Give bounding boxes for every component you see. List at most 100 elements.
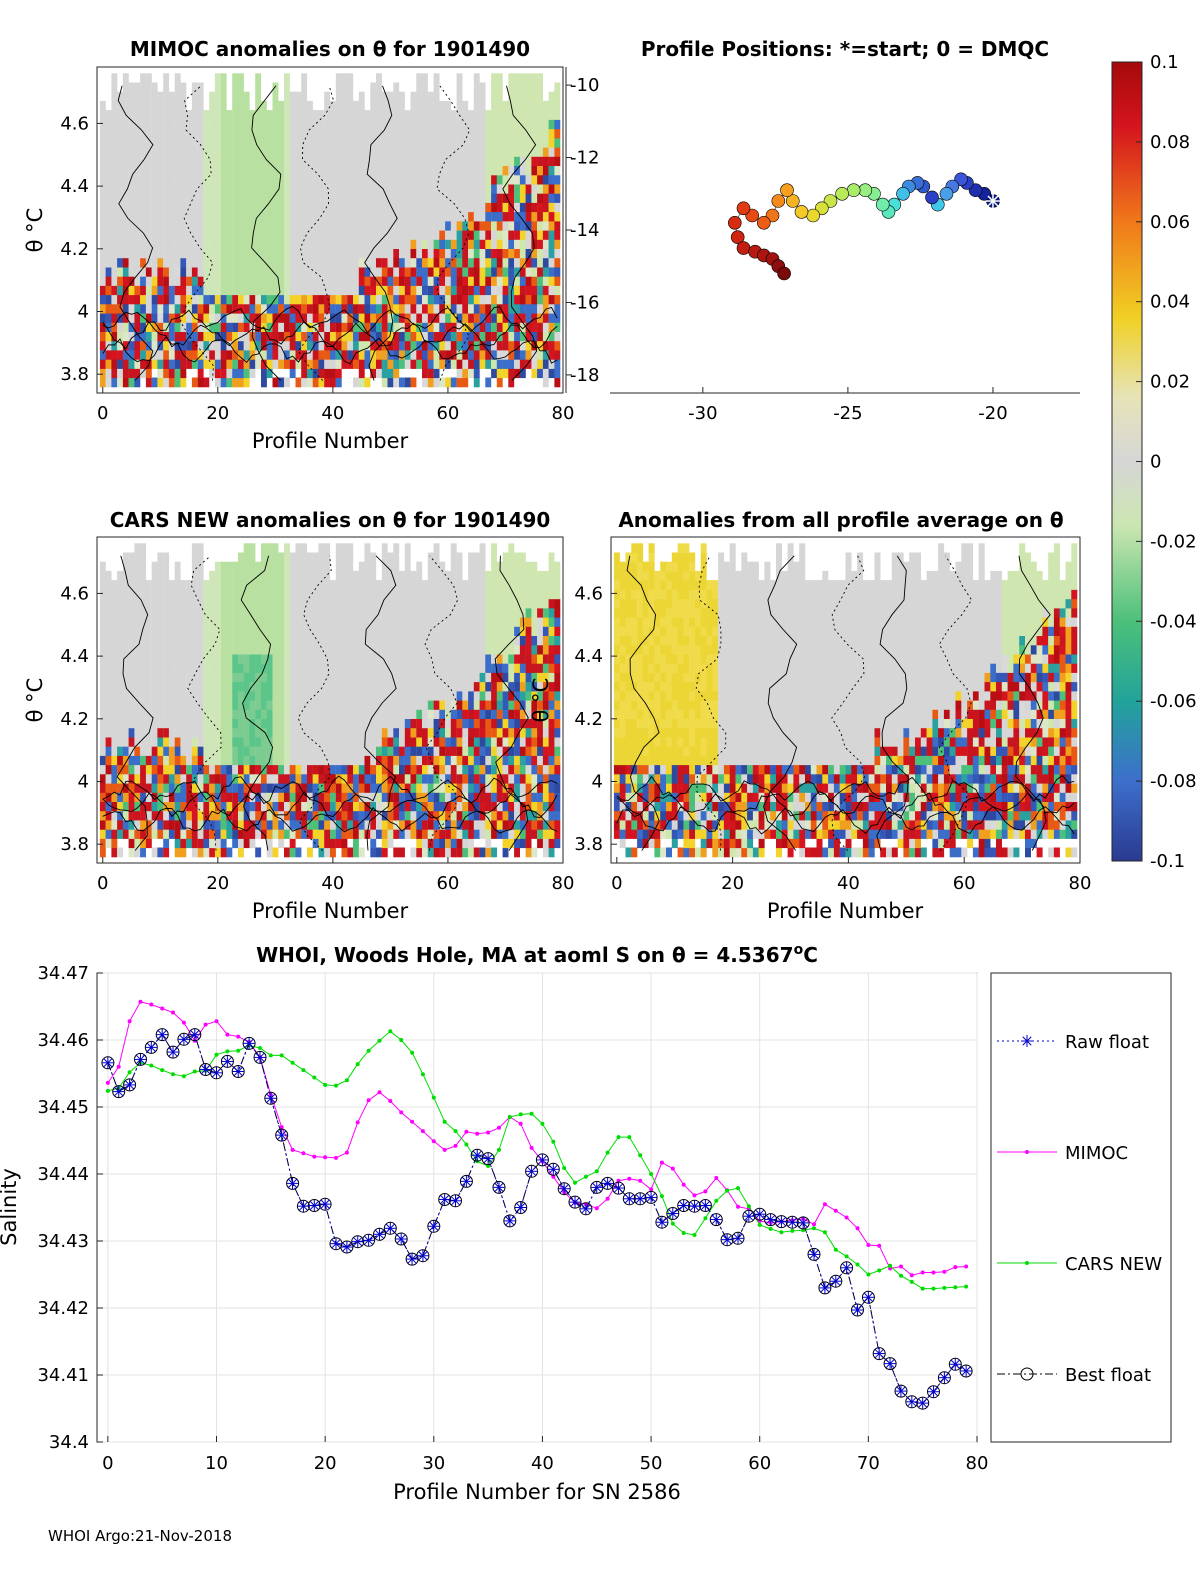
heatmap-cell (318, 340, 325, 351)
heatmap-cell (295, 331, 302, 342)
heatmap-cell (295, 626, 302, 636)
heatmap-cell (479, 349, 486, 360)
heatmap-cell (485, 580, 492, 590)
heatmap-cell (99, 128, 106, 139)
heatmap-cell (307, 644, 313, 655)
heatmap-cell (537, 276, 543, 286)
heatmap-cell (220, 359, 227, 369)
heatmap-cell (416, 239, 423, 249)
heatmap-cell (191, 644, 198, 655)
heatmap-cell (117, 653, 123, 664)
heatmap-cell (422, 100, 428, 111)
heatmap-cell (531, 220, 538, 231)
heatmap-cell (358, 165, 365, 176)
heatmap-cell (307, 165, 313, 176)
heatmap-cell (318, 368, 325, 379)
heatmap-cell (122, 580, 129, 590)
heatmap-cell (473, 276, 480, 286)
heatmap-cell (249, 764, 256, 775)
heatmap-cell (289, 783, 296, 793)
heatmap-cell (261, 294, 267, 305)
heatmap-cell (255, 819, 262, 830)
heatmap-cell (266, 801, 273, 812)
heatmap-cell (203, 156, 210, 166)
heatmap-cell (548, 211, 555, 222)
mimoc-contours (102, 85, 558, 381)
heatmap-cell (358, 570, 365, 581)
heatmap-cell (318, 764, 325, 775)
heatmap-cell (238, 248, 244, 259)
heatmap-cell (370, 607, 377, 618)
heatmap-cell (462, 137, 469, 148)
heatmap-cell (209, 663, 216, 673)
heatmap-cell (278, 285, 285, 296)
heatmap-cell (289, 110, 296, 120)
heatmap-cell (145, 736, 152, 747)
heatmap-cell (111, 128, 118, 139)
heatmap-cell (410, 663, 417, 673)
heatmap-cell (278, 672, 285, 683)
heatmap-cell (554, 100, 561, 111)
contour-line (102, 320, 558, 350)
heatmap-cell (307, 266, 313, 277)
heatmap-cell (404, 193, 411, 203)
heatmap-cell (416, 709, 423, 719)
heatmap-cell (508, 783, 515, 793)
heatmap-cell (422, 736, 428, 747)
heatmap-cell (197, 607, 204, 618)
heatmap-cell (370, 847, 377, 858)
heatmap-cell (220, 829, 227, 839)
heatmap-cell (439, 294, 446, 305)
heatmap-cell (341, 709, 348, 719)
heatmap-cell (456, 570, 463, 581)
heatmap-cell (163, 580, 170, 590)
heatmap-cell (347, 829, 354, 839)
heatmap-cell (404, 137, 411, 148)
heatmap-cell (284, 349, 290, 360)
heatmap-cell (445, 672, 451, 683)
heatmap-cell (462, 838, 469, 849)
heatmap-cell (232, 239, 239, 249)
heatmap-cell (278, 736, 285, 747)
heatmap-cell (168, 211, 175, 222)
heatmap-cell (450, 220, 457, 231)
heatmap-cell (376, 119, 382, 130)
heatmap-cell (364, 340, 371, 351)
heatmap-cell (450, 174, 457, 185)
heatmap-cell (370, 838, 377, 849)
heatmap-cell (335, 617, 342, 627)
heatmap-cell (174, 838, 181, 849)
heatmap-cell (473, 819, 480, 830)
heatmap-cell (261, 589, 267, 600)
heatmap-cell (479, 607, 486, 618)
heatmap-cell (353, 211, 359, 222)
heatmap-cell (145, 128, 152, 139)
heatmap-cell (519, 220, 526, 231)
heatmap-cell (370, 561, 377, 572)
heatmap-cell (249, 810, 256, 821)
heatmap-cell (370, 681, 377, 692)
heatmap-cell (358, 340, 365, 351)
heatmap-cell (358, 147, 365, 157)
heatmap-cell (324, 764, 331, 775)
heatmap-cell (358, 303, 365, 314)
heatmap-cell (468, 801, 474, 812)
heatmap-cell (128, 239, 135, 249)
heatmap-cell (301, 349, 308, 360)
heatmap-cell (433, 220, 440, 231)
heatmap-cell (433, 718, 440, 729)
heatmap-cell (145, 331, 152, 342)
heatmap-cell (191, 340, 198, 351)
heatmap-cell (514, 239, 520, 249)
heatmap-cell (468, 847, 474, 858)
heatmap-cell (278, 810, 285, 821)
heatmap-cell (238, 368, 244, 379)
heatmap-cell (209, 736, 216, 747)
heatmap-cell (157, 792, 164, 802)
heatmap-cell (473, 220, 480, 231)
heatmap-cell (542, 322, 549, 332)
heatmap-cell (134, 819, 141, 830)
heatmap-cell (416, 331, 423, 342)
heatmap-cell (491, 91, 497, 102)
heatmap-cell (479, 626, 486, 636)
